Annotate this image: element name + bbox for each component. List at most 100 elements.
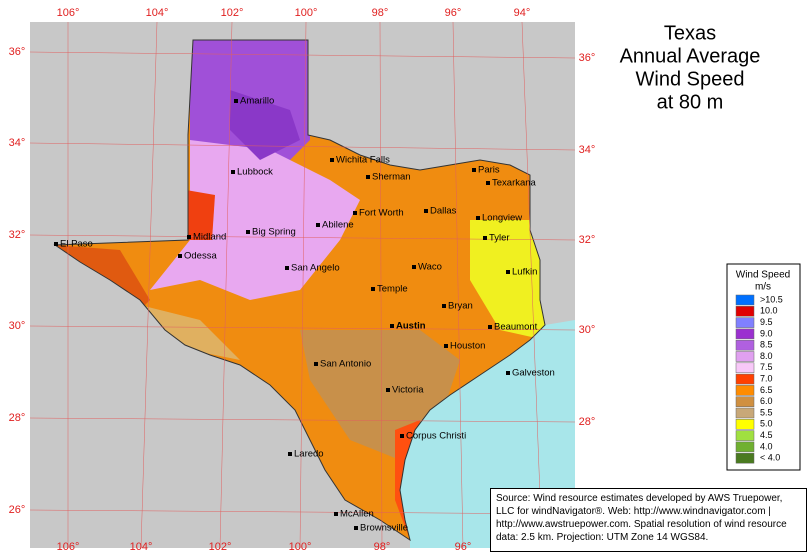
longitude-label: 106° xyxy=(57,7,80,19)
title-line: Wind Speed xyxy=(636,68,745,90)
city-label: Dallas xyxy=(430,206,457,217)
legend-label: 4.5 xyxy=(760,430,773,440)
city-dot xyxy=(472,168,476,172)
legend-label: 7.0 xyxy=(760,373,773,383)
city-label: Tyler xyxy=(489,233,510,244)
longitude-label: 96° xyxy=(445,7,462,19)
legend-label: 9.0 xyxy=(760,328,773,338)
city-dot xyxy=(330,158,334,162)
city-dot xyxy=(334,512,338,516)
legend-swatch xyxy=(735,294,755,306)
city-label: Abilene xyxy=(322,220,354,231)
city-label: Victoria xyxy=(392,385,424,396)
city-dot xyxy=(285,266,289,270)
legend-swatch xyxy=(735,385,755,396)
longitude-label: 100° xyxy=(295,7,318,19)
city-label: Brownsville xyxy=(360,523,408,534)
legend-swatch xyxy=(735,396,755,407)
city-label: El Paso xyxy=(60,239,93,250)
city-dot xyxy=(231,170,235,174)
legend-label: 5.0 xyxy=(760,419,773,429)
city-dot xyxy=(246,230,250,234)
graticule xyxy=(29,21,576,549)
latitude-label: 34° xyxy=(579,144,596,156)
city-label: Midland xyxy=(193,232,226,243)
city-dot xyxy=(400,434,404,438)
city-dot xyxy=(371,287,375,291)
longitude-label: 104° xyxy=(146,7,169,19)
latitude-label: 30° xyxy=(9,320,26,332)
city-label: Beaumont xyxy=(494,322,538,333)
legend-label: >10.5 xyxy=(760,294,783,304)
city-label: Galveston xyxy=(512,368,555,379)
legend-swatch xyxy=(735,362,755,374)
legend-unit: m/s xyxy=(755,282,771,293)
longitude-label: 96° xyxy=(455,541,472,553)
city-label: Paris xyxy=(478,165,500,176)
city-dot xyxy=(486,181,490,185)
city-dot xyxy=(316,223,320,227)
city-dot xyxy=(178,254,182,258)
city-label: Longview xyxy=(482,213,522,224)
legend-swatch xyxy=(735,407,755,419)
latitude-label: 32° xyxy=(9,229,26,241)
city-dot xyxy=(412,265,416,269)
city-label: Amarillo xyxy=(240,96,274,107)
legend-swatch xyxy=(735,306,755,317)
latitude-label: 30° xyxy=(579,324,596,336)
legend-title: Wind Speed xyxy=(736,270,790,281)
legend-swatch xyxy=(735,317,755,328)
legend-swatch xyxy=(735,351,755,362)
city-label: Fort Worth xyxy=(359,208,404,219)
longitude-label: 106° xyxy=(57,541,80,553)
city-label: Waco xyxy=(418,262,442,273)
legend-label: 10.0 xyxy=(760,306,778,316)
city-label: Laredo xyxy=(294,449,324,460)
longitude-label: 104° xyxy=(130,541,153,553)
legend-swatch xyxy=(735,373,755,385)
city-label: San Antonio xyxy=(320,359,371,370)
legend-label: 8.5 xyxy=(760,340,773,350)
city-label: Big Spring xyxy=(252,227,296,238)
legend-swatch xyxy=(735,339,755,351)
title-line: Annual Average xyxy=(620,45,761,67)
legend-swatch xyxy=(735,452,755,464)
longitude-label: 102° xyxy=(221,7,244,19)
city-dot xyxy=(390,324,394,328)
city-dot xyxy=(506,371,510,375)
city-label: Lubbock xyxy=(237,167,273,178)
city-label: Bryan xyxy=(448,301,473,312)
city-label: Temple xyxy=(377,284,408,295)
city-dot xyxy=(353,211,357,215)
legend-label: 6.5 xyxy=(760,385,773,395)
latitude-label: 36° xyxy=(579,52,596,64)
latitude-label: 36° xyxy=(9,46,26,58)
city-label: Austin xyxy=(396,321,426,332)
city-dot xyxy=(476,216,480,220)
latitude-label: 26° xyxy=(9,504,26,516)
legend: Wind Speed m/s >10.5 10.09.59.0 8.58.07.57… xyxy=(726,263,801,471)
longitude-label: 102° xyxy=(209,541,232,553)
legend-swatch xyxy=(735,430,755,441)
legend-label: 7.5 xyxy=(760,362,773,372)
legend-label: 9.5 xyxy=(760,317,773,327)
city-dot xyxy=(288,452,292,456)
latitude-label: 32° xyxy=(579,234,596,246)
title-line: at 80 m xyxy=(657,91,724,113)
legend-label: < 4.0 xyxy=(760,453,780,463)
legend-swatch xyxy=(735,328,755,340)
city-dot xyxy=(444,344,448,348)
city-label: San Angelo xyxy=(291,263,340,274)
city-label: Corpus Christi xyxy=(406,431,466,442)
source-note: Source: Wind resource estimates develope… xyxy=(490,488,807,552)
legend-label: 5.5 xyxy=(760,407,773,417)
city-dot xyxy=(354,526,358,530)
longitude-label: 98° xyxy=(374,541,391,553)
city-dot xyxy=(488,325,492,329)
city-label: Lufkin xyxy=(512,267,537,278)
legend-label: 4.0 xyxy=(760,441,773,451)
city-label: Houston xyxy=(450,341,485,352)
city-dot xyxy=(386,388,390,392)
legend-label: 6.0 xyxy=(760,396,773,406)
